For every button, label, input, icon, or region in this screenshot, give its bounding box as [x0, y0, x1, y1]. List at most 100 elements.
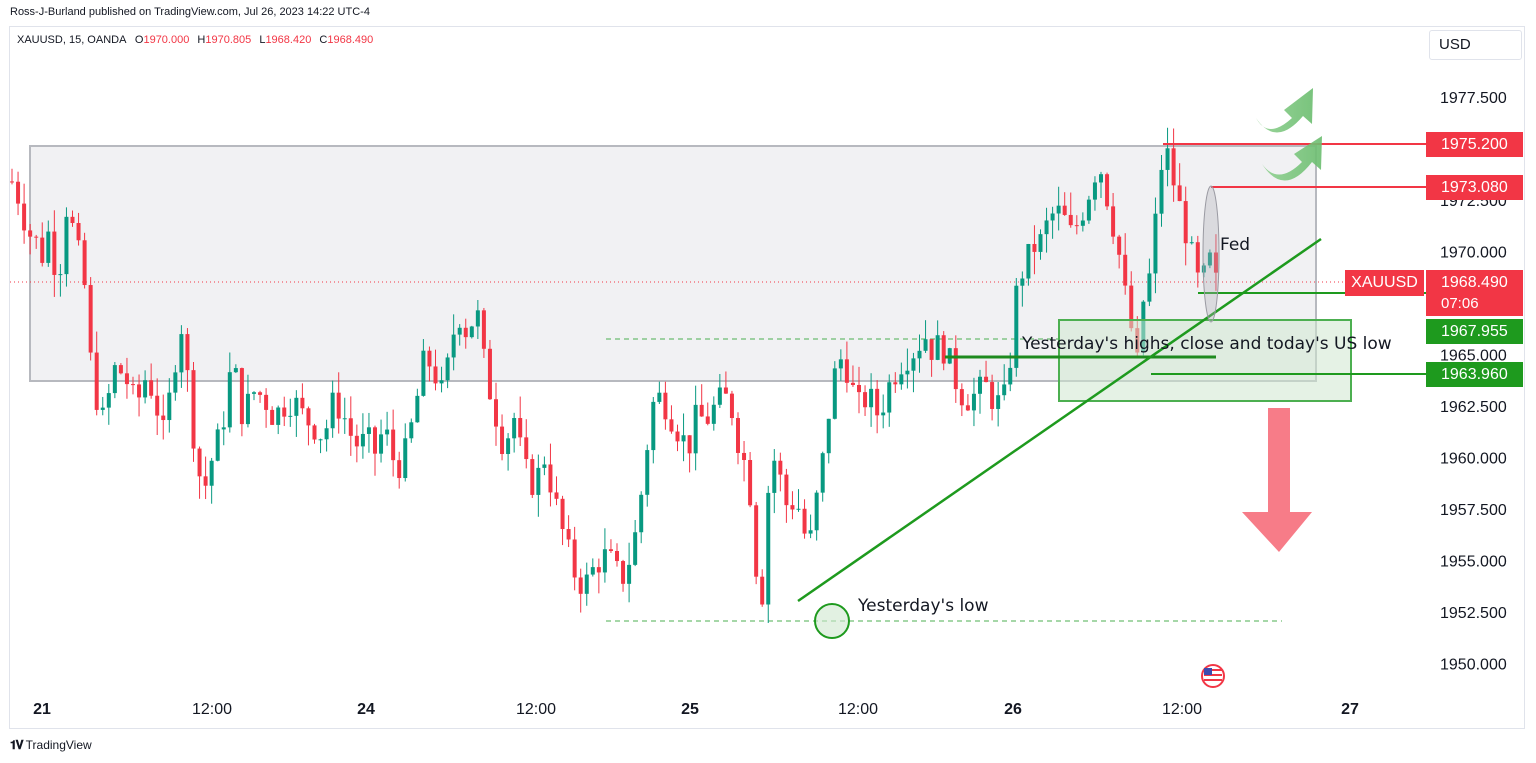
candle-body	[996, 395, 1001, 409]
candle-body	[1014, 285, 1019, 368]
candle-body	[887, 382, 892, 413]
candle-body	[149, 380, 154, 396]
candle-body	[675, 431, 680, 442]
candle-body	[705, 416, 710, 424]
candle-body	[796, 508, 801, 510]
price-axis-tick: 1960.000	[1440, 451, 1507, 468]
bar-countdown: 07:06	[1441, 295, 1479, 312]
price-axis-tick: 1962.500	[1440, 399, 1507, 416]
candle-body	[1153, 213, 1158, 274]
candle-body	[772, 460, 777, 493]
candle-body	[179, 334, 184, 373]
candle-body	[959, 389, 964, 406]
legend-c-value: 1968.490	[327, 34, 373, 46]
price-tag-1963: 1963.960	[1426, 362, 1523, 387]
candle-body	[70, 216, 75, 224]
candle-body	[415, 395, 420, 423]
candle-body	[1123, 254, 1128, 286]
time-axis[interactable]: 21 12:00 24 12:00 25 12:00 26 12:00 27	[33, 701, 1359, 718]
candle-body	[729, 393, 734, 419]
price-axis-tick: 1950.000	[1440, 657, 1507, 674]
candle-body	[760, 576, 765, 605]
candle-body	[1099, 174, 1103, 183]
time-axis-tick: 12:00	[838, 701, 878, 718]
candle-body	[360, 433, 365, 447]
candle-body	[542, 464, 547, 468]
candle-body	[754, 505, 759, 577]
candle-body	[336, 392, 341, 419]
candle-body	[512, 418, 517, 439]
candle-body	[911, 358, 916, 371]
candle-body	[137, 384, 142, 398]
candle-body	[88, 285, 93, 353]
candle-body	[814, 492, 819, 531]
candle-body	[1038, 234, 1043, 252]
candle-body	[711, 404, 716, 424]
candle-body	[621, 561, 626, 584]
candle-body	[52, 231, 57, 275]
candle-body	[494, 399, 498, 427]
candle-body	[209, 460, 214, 486]
last-price-value: 1968.490	[1441, 274, 1508, 291]
candle-body	[185, 334, 190, 371]
candle-body	[1201, 265, 1206, 273]
fed-ellipse	[1202, 185, 1220, 323]
fed-label: Fed	[1220, 235, 1250, 255]
candle-body	[276, 407, 281, 425]
currency-button[interactable]: USD	[1429, 30, 1522, 60]
candle-body	[143, 380, 148, 398]
candle-body	[1092, 182, 1097, 200]
candle-body	[312, 425, 317, 440]
candle-body	[681, 435, 686, 442]
candle-body	[16, 181, 21, 204]
candle-body	[748, 460, 753, 506]
candle-body	[651, 401, 656, 451]
candle-body	[1080, 220, 1085, 226]
candle-body	[487, 348, 492, 400]
candle-body	[548, 464, 553, 493]
legend-l-label: L	[259, 34, 265, 46]
legend-h-label: H	[197, 34, 205, 46]
candle-body	[397, 460, 402, 479]
candle-body	[633, 532, 638, 565]
candle-body	[566, 529, 571, 540]
candle-body	[899, 374, 904, 385]
candle-body	[1165, 148, 1170, 170]
price-tag-1975: 1975.200	[1426, 132, 1523, 157]
candle-body	[306, 408, 311, 426]
candle-body	[506, 438, 511, 455]
ohlc-legend: XAUUSD, 15, OANDA O1970.000 H1970.805 L1…	[17, 34, 373, 46]
candle-body	[445, 357, 450, 381]
candle-body	[82, 240, 87, 286]
candle-body	[863, 392, 868, 408]
candle-body	[1195, 242, 1200, 273]
candle-body	[1056, 205, 1061, 214]
candle-body	[124, 373, 129, 385]
legend-o-value: 1970.000	[143, 34, 189, 46]
candle-body	[46, 231, 51, 263]
range-note-label: Yesterday's highs, close and today's US …	[1021, 334, 1392, 354]
candle-body	[239, 368, 244, 425]
candle-body	[203, 476, 208, 486]
trendline	[797, 237, 1322, 603]
candle-body	[984, 376, 989, 383]
candle-body	[463, 327, 468, 338]
candle-body	[379, 434, 384, 454]
candle-body	[245, 393, 250, 425]
candle-body	[1129, 285, 1134, 329]
price-axis[interactable]: 1977.5001972.5001970.0001965.0001962.500…	[1440, 90, 1507, 674]
candle-body	[844, 359, 849, 383]
time-axis-tick: 25	[681, 701, 699, 718]
tradingview-logo[interactable]: 𝟏𝐕 TradingView	[10, 738, 92, 753]
last-price-tag: 1968.490 07:06	[1426, 270, 1523, 316]
candle-body	[1032, 243, 1037, 252]
candle-body	[34, 236, 39, 238]
time-axis-tick: 21	[33, 701, 51, 718]
legend-c-label: C	[319, 34, 327, 46]
candle-body	[1117, 236, 1122, 255]
candle-body	[536, 467, 541, 495]
candle-body	[602, 549, 607, 573]
us-flag-icon[interactable]	[1201, 664, 1225, 688]
candle-body	[385, 429, 390, 435]
